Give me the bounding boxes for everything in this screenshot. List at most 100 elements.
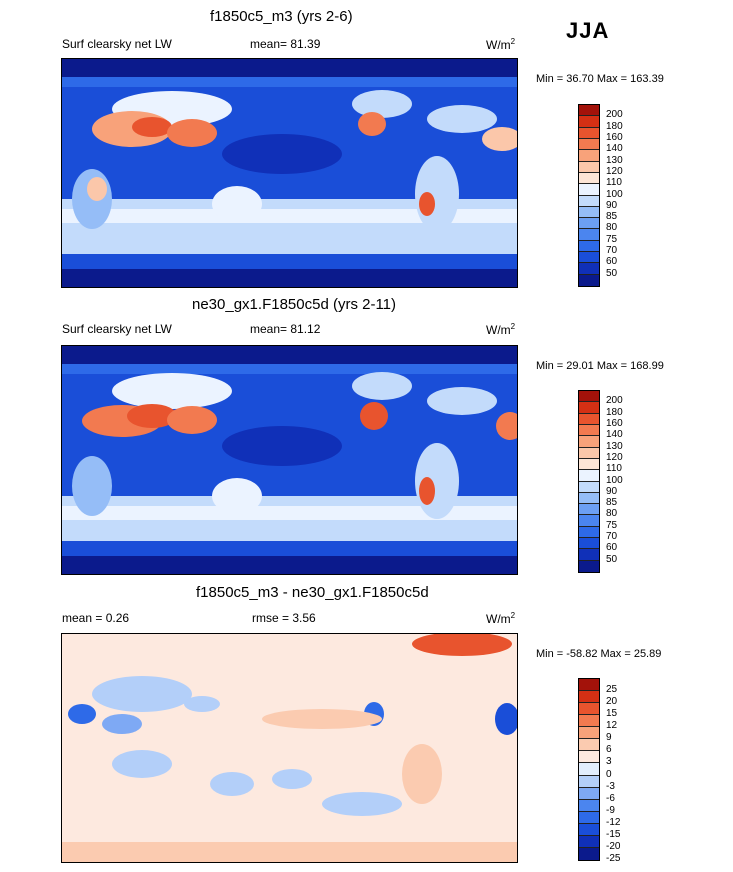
colorbar-swatch xyxy=(579,775,599,788)
colorbar-swatch xyxy=(579,549,599,561)
colorbar-swatch xyxy=(579,150,599,162)
panel1-field-label: Surf clearsky net LW xyxy=(62,37,172,51)
colorbar-swatch xyxy=(579,787,599,800)
colorbar-tick-label: 50 xyxy=(606,267,618,279)
colorbar-tick-label: 130 xyxy=(606,154,623,166)
colorbar-swatch xyxy=(579,424,599,437)
colorbar-swatch xyxy=(579,127,599,139)
units-text: W/m xyxy=(486,323,511,337)
colorbar-swatch xyxy=(579,218,599,230)
panel1-minmax: Min = 36.70 Max = 163.39 xyxy=(536,73,664,85)
colorbar-swatch xyxy=(579,116,599,128)
panel2-map[interactable] xyxy=(61,345,518,575)
colorbar-tick-label: 75 xyxy=(606,519,618,531)
units-exponent: 2 xyxy=(510,322,516,331)
colorbar-tick-label: 60 xyxy=(606,256,618,268)
panel2-minmax: Min = 29.01 Max = 168.99 xyxy=(536,360,664,372)
colorbar-swatch xyxy=(579,252,599,264)
colorbar-tick-label: 90 xyxy=(606,199,618,211)
colorbar-swatch xyxy=(579,515,599,527)
colorbar-tick-label: 110 xyxy=(606,177,622,189)
panel3-rmse: rmse = 3.56 xyxy=(252,611,316,625)
colorbar-swatch xyxy=(579,751,599,764)
panel1-units: W/m2 xyxy=(486,37,515,52)
colorbar-swatch xyxy=(579,195,599,207)
colorbar-swatch xyxy=(579,691,599,704)
colorbar-swatch xyxy=(579,679,599,692)
colorbar-swatch xyxy=(579,184,599,196)
colorbar-swatch xyxy=(579,481,599,493)
panel3-map[interactable] xyxy=(61,633,518,863)
colorbar-swatch xyxy=(579,138,599,151)
colorbar-swatch xyxy=(579,413,599,425)
colorbar-swatch xyxy=(579,458,599,471)
colorbar-swatch xyxy=(579,492,599,505)
panel3-units: W/m2 xyxy=(486,611,515,626)
panel3-rmse-label: rmse = xyxy=(252,611,290,625)
colorbar-swatch xyxy=(579,526,599,539)
colorbar-tick-label: 120 xyxy=(606,165,623,177)
colorbar-tick-label: 50 xyxy=(606,553,618,565)
colorbar-tick-label: 85 xyxy=(606,211,618,223)
colorbar-tick-label: -12 xyxy=(606,816,621,828)
colorbar-swatch xyxy=(579,835,599,848)
colorbar-tick-label: 100 xyxy=(606,188,623,200)
colorbar-swatch xyxy=(579,402,599,414)
colorbar-swatch xyxy=(579,161,599,173)
panel2-mean-value: 81.12 xyxy=(290,322,321,336)
panel2-colorbar xyxy=(578,390,600,573)
panel2-mean: mean= 81.12 xyxy=(250,322,320,336)
colorbar-swatch xyxy=(579,105,599,117)
colorbar-swatch xyxy=(579,560,599,572)
colorbar-swatch xyxy=(579,206,599,219)
panel2-title: ne30_gx1.F1850c5d (yrs 2-11) xyxy=(192,296,397,313)
panel1-mean-value: 81.39 xyxy=(290,37,321,51)
colorbar-tick-label: 75 xyxy=(606,233,618,245)
season-label: JJA xyxy=(566,18,610,43)
colorbar-tick-label: -3 xyxy=(606,780,615,792)
colorbar-tick-label: -15 xyxy=(606,828,621,840)
colorbar-tick-label: 180 xyxy=(606,120,623,132)
colorbar-tick-label: 0 xyxy=(606,768,612,780)
colorbar-tick-label: -20 xyxy=(606,840,621,852)
panel2-field-label: Surf clearsky net LW xyxy=(62,322,172,336)
panel3-global-mean: mean = 0.26 xyxy=(62,611,130,625)
panel2-units: W/m2 xyxy=(486,322,515,337)
colorbar-swatch xyxy=(579,263,599,275)
colorbar-swatch xyxy=(579,240,599,253)
colorbar-tick-label: 80 xyxy=(606,222,618,234)
colorbar-tick-label: 80 xyxy=(606,508,618,520)
panel2-mean-label: mean= xyxy=(250,322,288,336)
colorbar-swatch xyxy=(579,739,599,752)
panel3-rmse-value: 3.56 xyxy=(292,611,316,625)
colorbar-swatch xyxy=(579,727,599,740)
colorbar-swatch xyxy=(579,274,599,286)
colorbar-tick-label: 9 xyxy=(606,732,612,744)
colorbar-tick-label: 85 xyxy=(606,497,618,509)
colorbar-tick-label: 60 xyxy=(606,542,618,554)
colorbar-tick-label: 160 xyxy=(606,131,623,143)
units-exponent: 2 xyxy=(510,611,516,620)
panel3-minmax: Min = -58.82 Max = 25.89 xyxy=(536,648,662,660)
panel1-colorbar xyxy=(578,104,600,287)
colorbar-tick-label: 25 xyxy=(606,684,618,696)
panel1-mean-label: mean= xyxy=(250,37,288,51)
colorbar-swatch xyxy=(579,763,599,776)
colorbar-tick-label: 3 xyxy=(606,756,612,768)
colorbar-swatch xyxy=(579,447,599,459)
colorbar-swatch xyxy=(579,391,599,403)
colorbar-tick-label: 200 xyxy=(606,109,623,121)
units-exponent: 2 xyxy=(510,37,516,46)
colorbar-tick-label: 20 xyxy=(606,696,618,708)
colorbar-tick-label: 120 xyxy=(606,451,623,463)
colorbar-swatch xyxy=(579,811,599,824)
colorbar-tick-label: 12 xyxy=(606,720,618,732)
panel1-map[interactable] xyxy=(61,58,518,288)
colorbar-tick-label: -6 xyxy=(606,792,615,804)
colorbar-tick-label: 180 xyxy=(606,406,623,418)
colorbar-tick-label: 70 xyxy=(606,245,618,257)
colorbar-tick-label: 90 xyxy=(606,485,618,497)
colorbar-swatch xyxy=(579,703,599,716)
colorbar-tick-label: 140 xyxy=(606,429,623,441)
colorbar-tick-label: 160 xyxy=(606,417,623,429)
